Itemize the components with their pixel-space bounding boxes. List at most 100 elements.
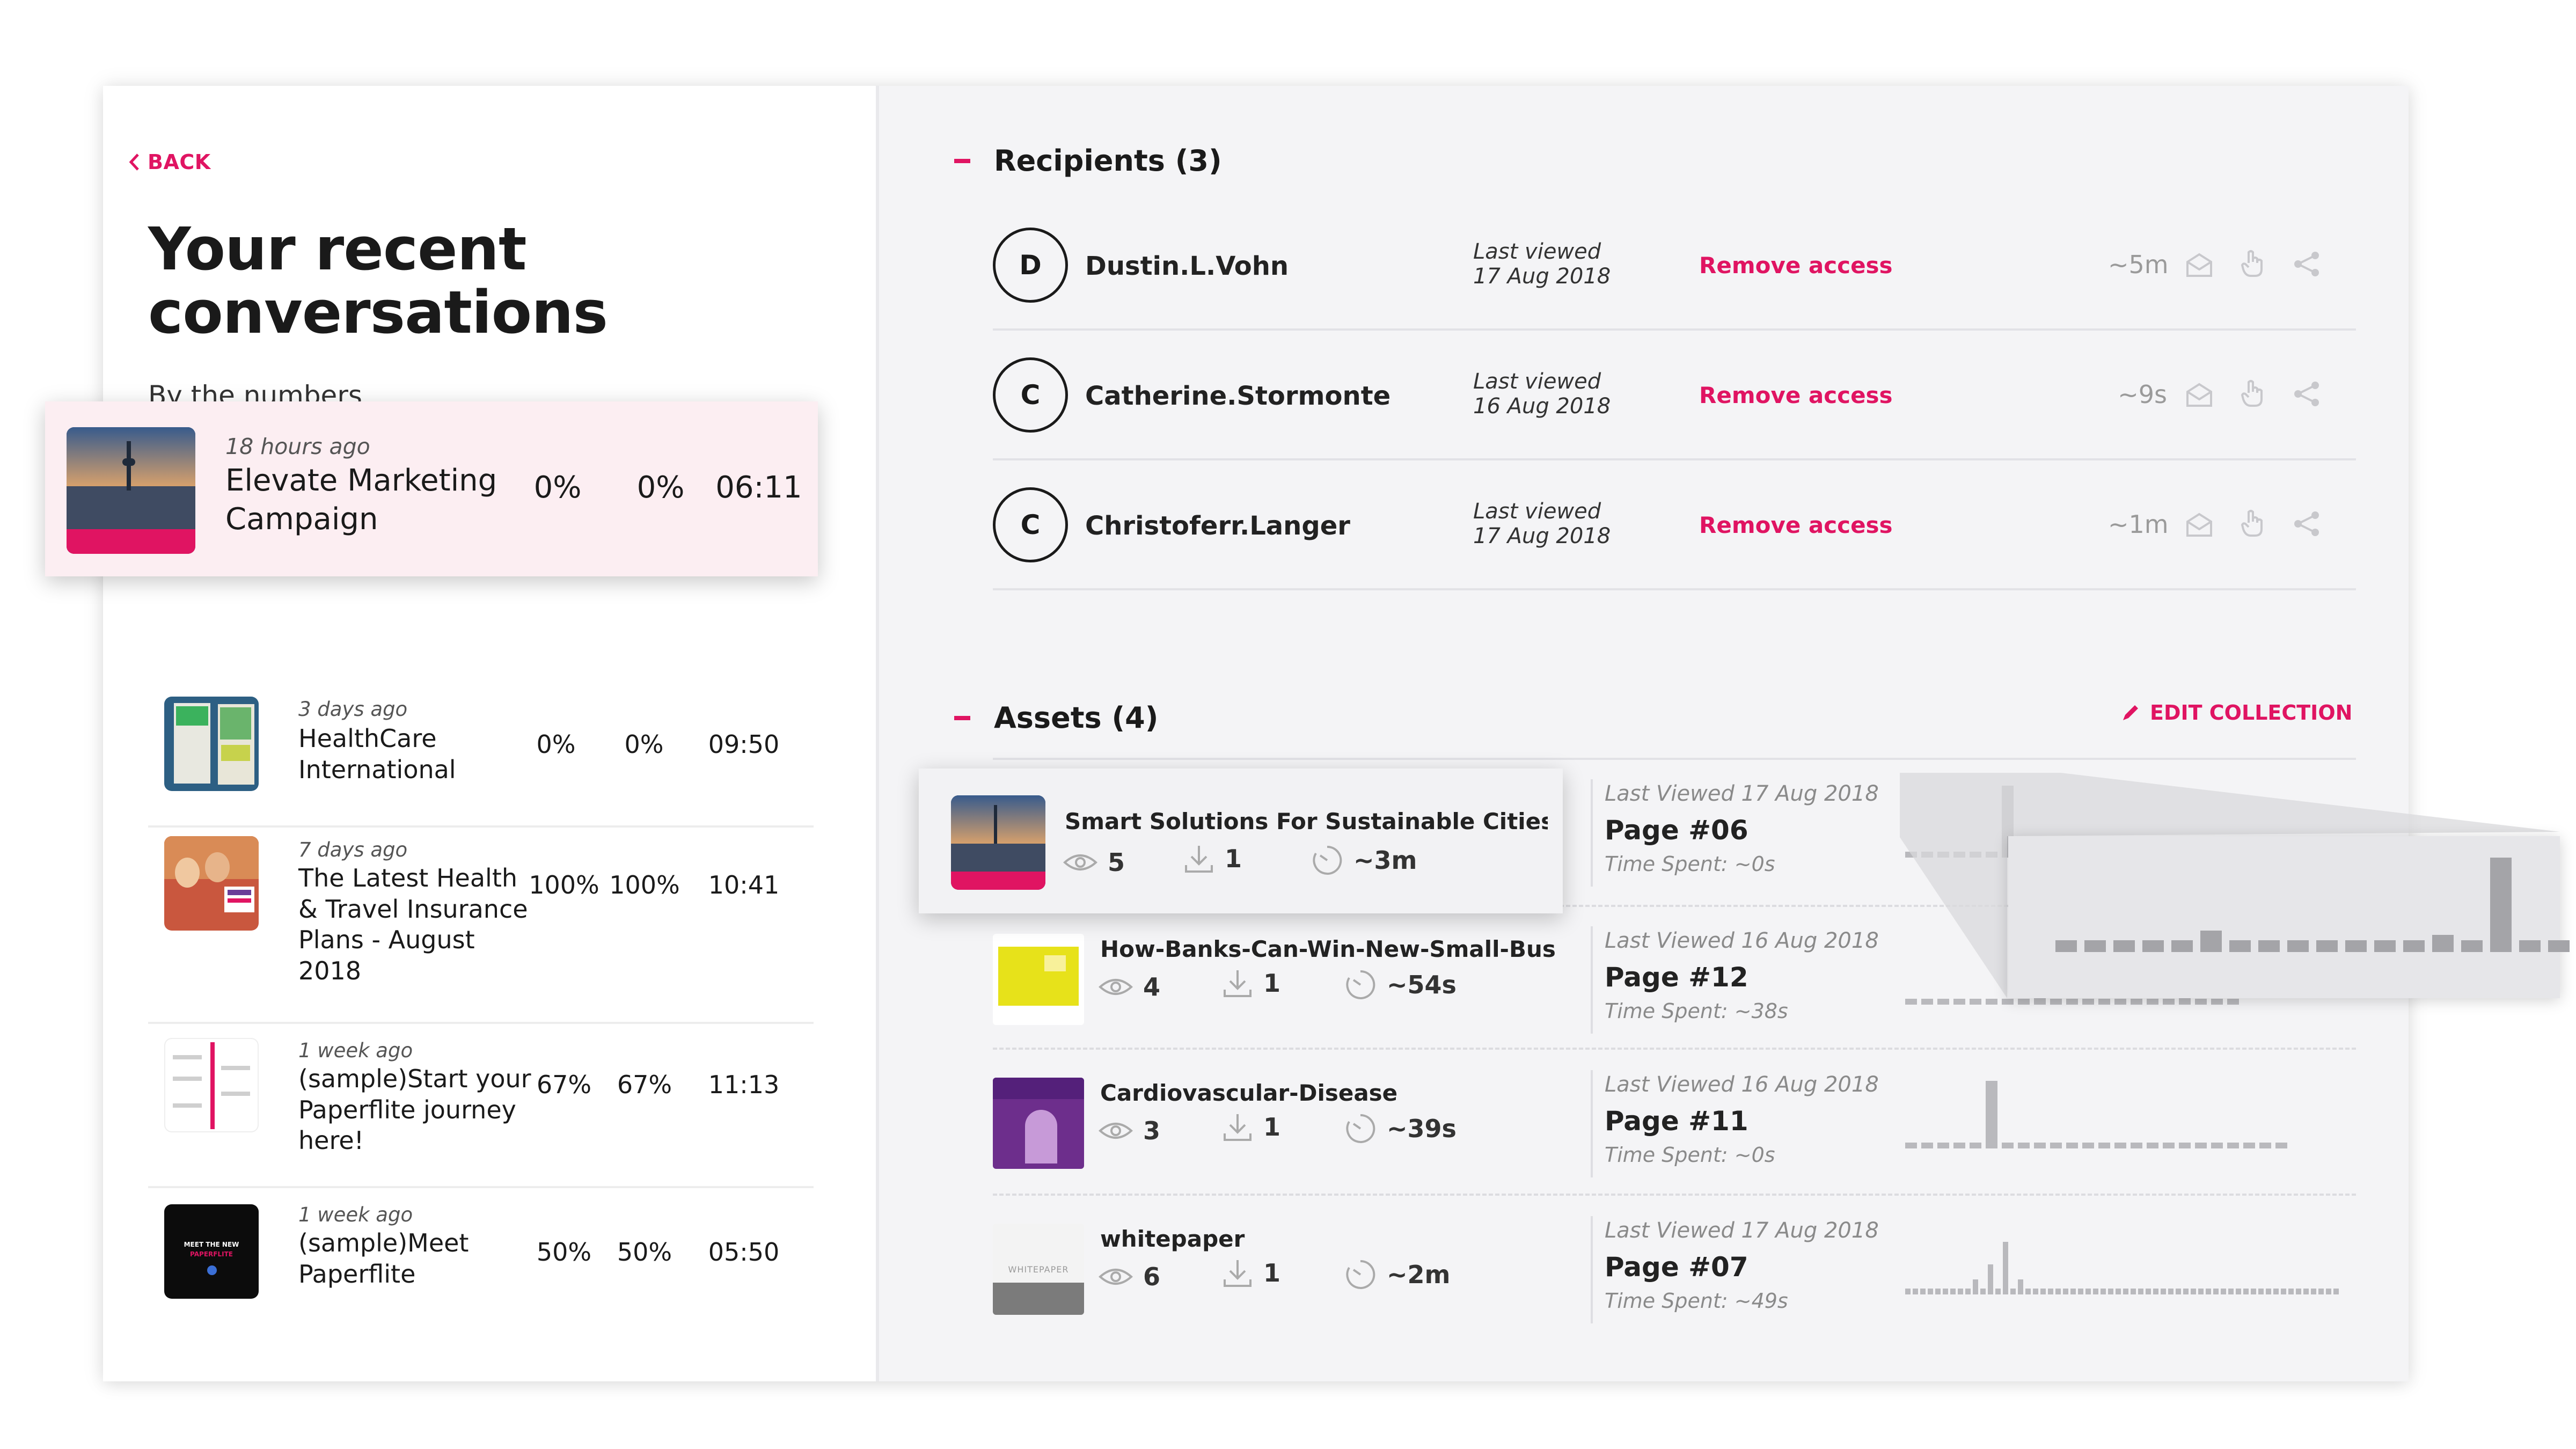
heatmap-bar bbox=[2176, 1289, 2181, 1294]
heatmap-bar bbox=[2519, 940, 2541, 952]
recipient-row: C Catherine.Stormonte Last viewed 16 Aug… bbox=[993, 331, 2356, 460]
heatmap-bar bbox=[2168, 1289, 2174, 1294]
heatmap-bar bbox=[2287, 940, 2309, 952]
back-button[interactable]: BACK bbox=[128, 150, 211, 174]
conversations-panel: BACK Your recent conversations By the nu… bbox=[103, 86, 876, 1381]
conversation-thumbnail bbox=[164, 1038, 259, 1132]
recipients-title: Recipients (3) bbox=[994, 144, 1222, 178]
timer-icon bbox=[1346, 1260, 1375, 1289]
heatmap-bar bbox=[2200, 931, 2222, 952]
heatmap-bar bbox=[1980, 1289, 1986, 1294]
asset-downloads-count: 1 bbox=[1225, 844, 1242, 873]
conversation-row[interactable]: 7 days ago The Latest Health & Travel In… bbox=[148, 828, 814, 1024]
heatmap-bar bbox=[2296, 1289, 2301, 1294]
heatmap-bar bbox=[2345, 940, 2367, 952]
heatmap-bar bbox=[2163, 999, 2175, 1005]
heatmap-bar bbox=[2147, 1143, 2158, 1148]
edit-collection-button[interactable]: EDIT COLLECTION bbox=[2120, 701, 2352, 724]
asset-views: 4 bbox=[1098, 972, 1160, 1001]
eye-icon bbox=[1099, 1123, 1133, 1139]
conversation-downloads-percent: 67% bbox=[617, 1070, 672, 1099]
collapse-icon[interactable] bbox=[954, 715, 970, 720]
conversation-row[interactable]: MEET THE NEW PAPERFLITE 1 week ago (samp… bbox=[148, 1188, 814, 1328]
conversation-card: BACK Your recent conversations By the nu… bbox=[103, 86, 2409, 1381]
heatmap-bar bbox=[2142, 940, 2164, 952]
heatmap-bar bbox=[1905, 852, 1917, 858]
share-icon[interactable] bbox=[2292, 249, 2322, 279]
asset-views-count: 4 bbox=[1143, 972, 1161, 1001]
remove-access-button[interactable]: Remove access bbox=[1699, 512, 1893, 538]
share-icon[interactable] bbox=[2292, 379, 2322, 409]
remove-access-button[interactable]: Remove access bbox=[1699, 252, 1893, 279]
heatmap-bar bbox=[2131, 999, 2142, 1005]
heatmap-bar bbox=[2040, 1289, 2046, 1294]
heatmap-bar bbox=[1921, 999, 1933, 1005]
heatmap-bar bbox=[2211, 999, 2223, 1005]
asset-time: ~54s bbox=[1344, 968, 1457, 1001]
recipients-header[interactable]: Recipients (3) bbox=[954, 144, 1222, 178]
eye-icon bbox=[1099, 979, 1133, 995]
hand-pointer-icon[interactable] bbox=[2238, 378, 2268, 408]
heatmap-bar bbox=[2213, 1289, 2219, 1294]
conversation-time: 11:13 bbox=[708, 1070, 780, 1099]
conversation-downloads-percent: 0% bbox=[624, 730, 664, 759]
asset-row[interactable]: WHITEPAPER whitepaper 6 1 ~2m Last Viewe… bbox=[993, 1197, 2356, 1342]
conversation-views-percent: 0% bbox=[533, 470, 582, 505]
divider bbox=[1591, 1070, 1593, 1177]
asset-row[interactable]: Cardiovascular-Disease 3 1 ~39s Last Vie… bbox=[993, 1051, 2356, 1196]
heatmap-bar bbox=[2258, 1289, 2264, 1294]
conversation-age: 7 days ago bbox=[298, 838, 408, 861]
asset-time-value: ~54s bbox=[1387, 970, 1457, 999]
heatmap-bar bbox=[2050, 999, 2062, 1005]
heatmap-bar bbox=[2251, 1289, 2256, 1294]
asset-row-selected[interactable]: Smart Solutions For Sustainable Cities 5… bbox=[919, 769, 1563, 913]
envelope-open-icon[interactable] bbox=[2184, 510, 2214, 540]
last-viewed-date: 17 Aug 2018 bbox=[1473, 264, 1611, 289]
asset-page: Page #11 bbox=[1605, 1106, 1748, 1137]
assets-header[interactable]: Assets (4) bbox=[954, 701, 1158, 735]
conversation-row[interactable]: 3 days ago HealthCare International 0% 0… bbox=[148, 664, 814, 828]
envelope-open-icon[interactable] bbox=[2184, 380, 2214, 410]
collapse-icon[interactable] bbox=[954, 158, 970, 163]
conversation-views-percent: 0% bbox=[536, 730, 576, 759]
conversation-downloads-percent: 0% bbox=[636, 470, 685, 505]
heatmap-bar bbox=[1986, 1081, 1997, 1148]
page-heatmap-bars bbox=[1905, 1073, 2287, 1148]
asset-row[interactable]: How-Banks-Can-Win-New-Small-Busines... 4… bbox=[993, 905, 2356, 1050]
asset-views-count: 6 bbox=[1143, 1262, 1161, 1291]
asset-time: ~39s bbox=[1344, 1112, 1457, 1145]
heatmap-bar bbox=[2273, 1289, 2279, 1294]
asset-title: How-Banks-Can-Win-New-Small-Busines... bbox=[1100, 936, 1556, 962]
heatmap-bar bbox=[2490, 858, 2512, 952]
hand-pointer-icon[interactable] bbox=[2238, 508, 2268, 538]
asset-time-value: ~39s bbox=[1387, 1114, 1457, 1143]
page-title: Your recent conversations bbox=[148, 215, 608, 347]
asset-page: Page #06 bbox=[1605, 815, 1748, 846]
heatmap-bar bbox=[2002, 999, 2014, 1005]
heatmap-bar bbox=[2025, 1289, 2031, 1294]
hand-pointer-icon[interactable] bbox=[2238, 248, 2268, 278]
conversation-views-percent: 100% bbox=[529, 870, 599, 899]
asset-time-value: ~3m bbox=[1353, 846, 1417, 875]
heatmap-bar bbox=[2183, 1289, 2189, 1294]
heatmap-bar bbox=[2114, 1143, 2126, 1148]
conversation-row-selected[interactable]: 18 hours ago Elevate Marketing Campaign … bbox=[45, 401, 818, 576]
heatmap-bar bbox=[2034, 1143, 2046, 1148]
conversation-time: 10:41 bbox=[708, 870, 780, 899]
remove-access-button[interactable]: Remove access bbox=[1699, 382, 1893, 408]
share-icon[interactable] bbox=[2292, 509, 2322, 539]
heatmap-bar bbox=[2066, 1143, 2078, 1148]
conversation-row[interactable]: 1 week ago (sample)Start your Paperflite… bbox=[148, 1024, 814, 1188]
view-duration: ~1m bbox=[2108, 510, 2169, 539]
heatmap-bar bbox=[2101, 1289, 2106, 1294]
heatmap-bar bbox=[2236, 1289, 2241, 1294]
heatmap-bar bbox=[2098, 1143, 2110, 1148]
last-viewed-label: Last viewed bbox=[1473, 239, 1601, 264]
heatmap-bar bbox=[2228, 1289, 2234, 1294]
heatmap-bar bbox=[2326, 1289, 2331, 1294]
envelope-open-icon[interactable] bbox=[2184, 250, 2214, 280]
heatmap-bar bbox=[2002, 1143, 2014, 1148]
view-duration: ~9s bbox=[2118, 380, 2167, 409]
heatmap-bar bbox=[2259, 1143, 2271, 1148]
last-viewed-label: Last viewed bbox=[1473, 499, 1601, 524]
